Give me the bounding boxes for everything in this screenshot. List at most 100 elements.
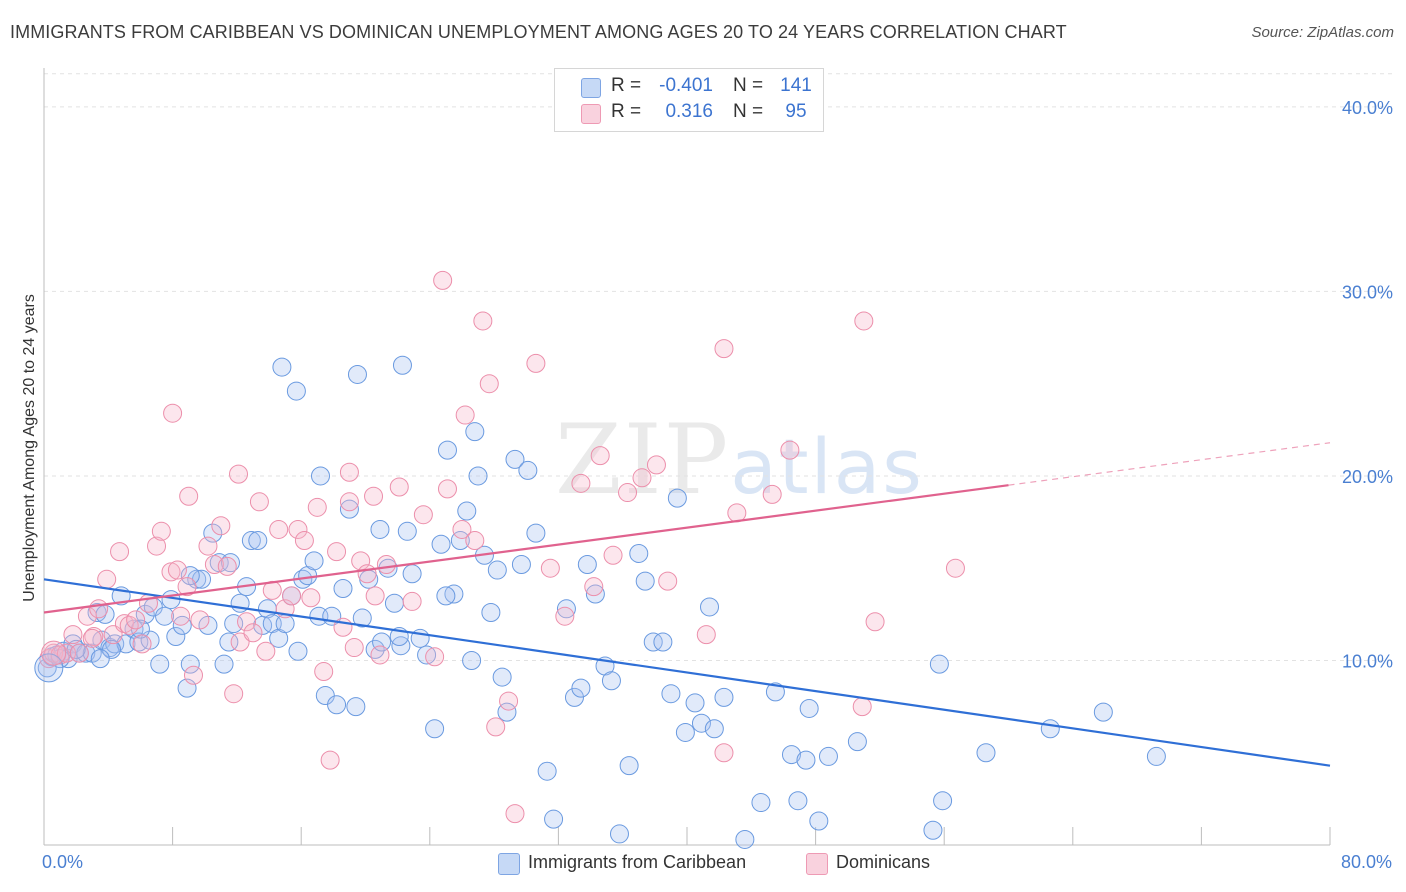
dominican-point <box>50 645 70 665</box>
dominican-point <box>82 628 102 648</box>
dominican-point <box>526 353 546 373</box>
caribbean-point <box>700 597 720 617</box>
dominican-point <box>69 643 89 663</box>
x-tick-max: 80.0% <box>1340 852 1392 872</box>
caribbean-point <box>272 357 292 377</box>
dominican-point <box>945 558 965 578</box>
caribbean-point <box>346 697 366 717</box>
dominican-trendline <box>43 484 1009 614</box>
dominican-point <box>865 612 885 632</box>
dominican-point <box>486 717 506 737</box>
caribbean-point <box>352 608 372 628</box>
dominican-point <box>282 586 302 606</box>
dominican-point <box>339 492 359 512</box>
caribbean-point <box>425 719 445 739</box>
dominican-point <box>229 464 249 484</box>
dominican-point-large <box>41 640 67 666</box>
watermark-zip: ZIP <box>555 404 731 516</box>
caribbean-point <box>809 811 829 831</box>
caribbean-point <box>180 566 200 586</box>
caribbean-point <box>751 793 771 813</box>
legend-swatch-caribbean <box>581 78 601 98</box>
caribbean-point <box>487 560 507 580</box>
dominican-point <box>151 521 171 541</box>
caribbean-point <box>187 569 207 589</box>
caribbean-point <box>675 722 695 742</box>
dominican-point <box>171 606 191 626</box>
dominican-point <box>183 665 203 685</box>
dominican-point <box>465 531 485 551</box>
dominican-point <box>224 684 244 704</box>
dominican-point <box>590 446 610 466</box>
dominican-point <box>211 516 231 536</box>
caribbean-point <box>685 693 705 713</box>
caribbean-point <box>444 584 464 604</box>
caribbean-point <box>653 632 673 652</box>
caribbean-point <box>976 743 996 763</box>
caribbean-point <box>933 791 953 811</box>
caribbean-point <box>929 654 949 674</box>
dominican-point <box>167 560 187 580</box>
dominican-point <box>190 610 210 630</box>
dominican-point <box>314 662 334 682</box>
dominican-point <box>632 468 652 488</box>
dominican-point <box>327 542 347 562</box>
dominican-point <box>237 612 257 632</box>
caribbean-point <box>577 555 597 575</box>
caribbean-point <box>219 632 239 652</box>
legend-label-dominicans: Dominicans <box>836 852 931 872</box>
caribbean-point <box>241 531 261 551</box>
caribbean-point <box>370 519 390 539</box>
caribbean-point <box>492 667 512 687</box>
dominican-point <box>230 632 250 652</box>
caribbean-point <box>643 632 663 652</box>
dominican-point <box>249 492 269 512</box>
dominican-point <box>696 625 716 645</box>
caribbean-point <box>923 820 943 840</box>
caribbean-point <box>402 564 422 584</box>
dominican-point <box>217 556 237 576</box>
dominican-point <box>161 562 181 582</box>
dominican-point <box>571 473 591 493</box>
y-tick-label: 30.0% <box>1342 282 1393 302</box>
n-value: 95 <box>785 101 807 122</box>
watermark: ZIPatlas <box>555 404 924 516</box>
caribbean-point <box>437 440 457 460</box>
dominican-point <box>301 588 321 608</box>
caribbean-point <box>286 381 306 401</box>
dominican-point <box>425 647 445 667</box>
r-label: R = <box>611 101 642 122</box>
caribbean-point <box>214 654 234 674</box>
dominican-point <box>89 599 109 619</box>
dominican-point <box>437 479 457 499</box>
caribbean-point <box>339 499 359 519</box>
dominican-point <box>854 311 874 331</box>
y-tick-label: 40.0% <box>1342 98 1393 118</box>
caribbean-point <box>799 698 819 718</box>
caribbean-point <box>585 584 605 604</box>
chart-title: IMMIGRANTS FROM CARIBBEAN VS DOMINICAN U… <box>10 22 1067 42</box>
caribbean-point <box>601 671 621 691</box>
dominican-point <box>852 697 872 717</box>
caribbean-point <box>714 687 734 707</box>
caribbean-point <box>135 604 155 624</box>
legend-swatch-dominicans <box>806 853 828 875</box>
dominican-point <box>63 625 83 645</box>
caribbean-point <box>564 687 584 707</box>
caribbean-point <box>481 603 501 622</box>
caribbean-point <box>635 571 655 591</box>
caribbean-point <box>462 650 482 670</box>
dominican-point <box>339 462 359 482</box>
caribbean-point <box>818 746 838 766</box>
dominican-point <box>646 455 666 475</box>
caribbean-point <box>150 654 170 674</box>
dominican-point <box>269 519 289 539</box>
caribbean-point <box>629 543 649 563</box>
caribbean-point <box>796 750 816 770</box>
caribbean-point <box>288 641 308 661</box>
caribbean-point <box>691 713 711 733</box>
x-tick-min: 0.0% <box>42 852 84 872</box>
dominican-point <box>402 591 422 611</box>
caribbean-point-large <box>34 653 64 683</box>
dominican-point <box>505 804 525 824</box>
